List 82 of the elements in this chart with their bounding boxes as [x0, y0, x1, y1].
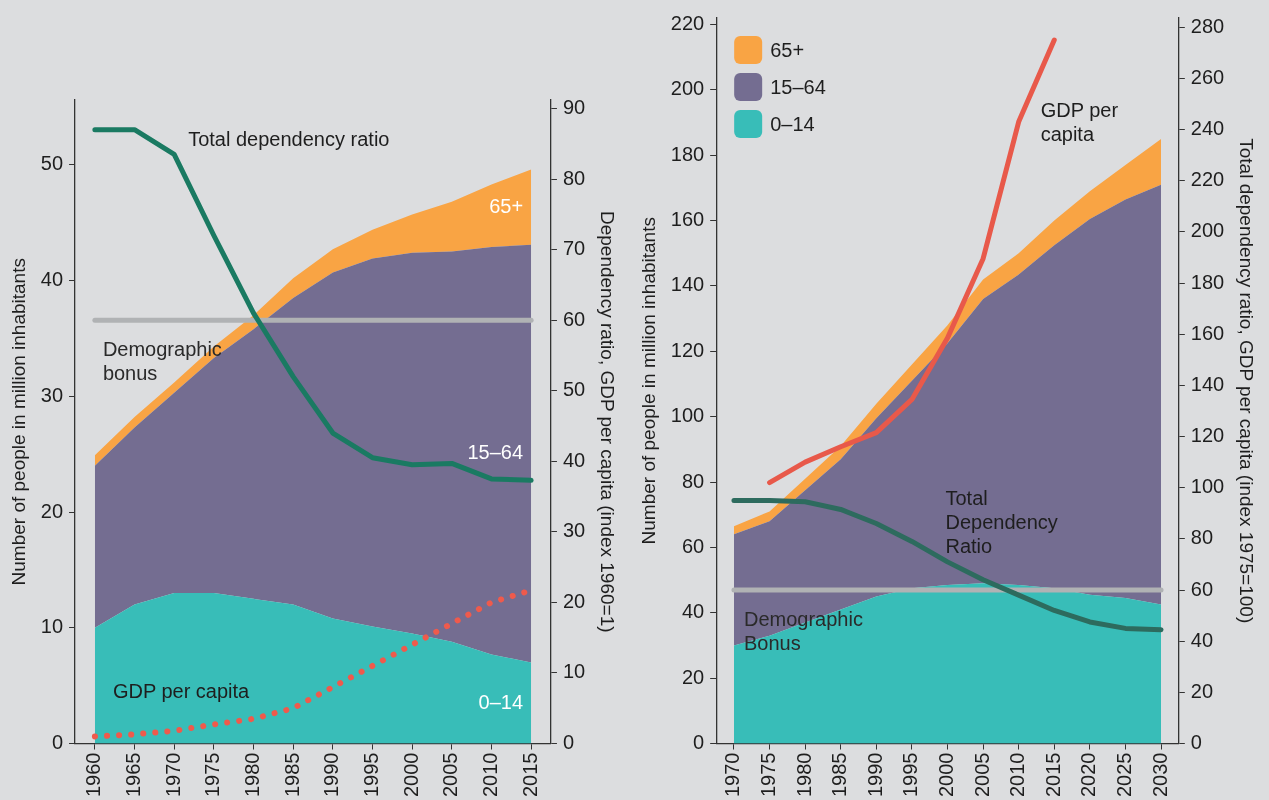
x-tick-label: 1985 — [828, 752, 851, 798]
x-tick-label: 1990 — [863, 752, 886, 798]
y-tick-label: 50 — [40, 152, 64, 175]
x-tick-label: 2005 — [970, 752, 993, 798]
x-tick-label: 1985 — [280, 752, 303, 798]
y2-tick-label: 60 — [1190, 577, 1214, 600]
y2-tick-label: 140 — [1190, 372, 1225, 395]
y2-tick-label: 20 — [562, 589, 586, 612]
y2-axis-title: Dependency ratio, GDP per capita (index 1960=1) — [597, 210, 619, 633]
y2-tick-label: 200 — [1190, 219, 1225, 242]
y2-tick-label: 160 — [1190, 321, 1225, 344]
x-tick-label: 2000 — [399, 752, 422, 798]
y2-tick-label: 10 — [562, 660, 586, 683]
y-tick-label: 180 — [670, 142, 705, 165]
x-tick-label: 1995 — [899, 752, 922, 798]
y2-tick-label: 100 — [1190, 475, 1225, 498]
y2-tick-label: 0 — [562, 731, 575, 754]
y-tick-label: 30 — [40, 383, 64, 406]
x-tick-label: 2010 — [478, 752, 501, 798]
y2-tick-label: 40 — [562, 448, 586, 471]
x-tick-label: 2030 — [1148, 752, 1171, 798]
y2-tick-label: 220 — [1190, 168, 1225, 191]
y-tick-label: 0 — [51, 731, 64, 754]
series-label: 65+ — [489, 194, 524, 217]
y-axis-title: Number of people in million inhabitants — [637, 217, 659, 545]
series-label: Total Dependency Ratio — [945, 487, 1058, 558]
x-tick-label: 1965 — [122, 752, 145, 798]
y-axis-title: Number of people in million inhabitants — [7, 258, 29, 586]
y-tick-label: 220 — [670, 12, 705, 35]
x-tick-label: 2010 — [1006, 752, 1029, 798]
legend-label: 0–14 — [770, 112, 815, 135]
x-tick-label: 2015 — [518, 752, 541, 798]
x-tick-label: 2005 — [439, 752, 462, 798]
y-tick-label: 140 — [670, 273, 705, 296]
y2-tick-label: 30 — [562, 519, 586, 542]
x-tick-label: 1970 — [161, 752, 184, 798]
y2-tick-label: 60 — [562, 307, 586, 330]
x-tick-label: 1995 — [360, 752, 382, 798]
x-tick-label: 2015 — [1041, 752, 1064, 798]
x-tick-label: 2000 — [935, 752, 958, 798]
y2-tick-label: 0 — [1190, 731, 1202, 754]
series-label: 0–14 — [478, 690, 524, 713]
y-tick-label: 0 — [693, 731, 705, 754]
x-tick-label: 2025 — [1112, 752, 1135, 798]
series-label: GDP per capita — [1040, 99, 1119, 146]
y2-tick-label: 80 — [562, 166, 586, 189]
legend-label: 65+ — [770, 38, 805, 61]
series-label: 15–64 — [467, 441, 524, 464]
legend-label: 15–64 — [770, 75, 826, 98]
x-tick-label: 1980 — [241, 752, 264, 798]
x-tick-label: 1980 — [792, 752, 815, 798]
x-tick-label: 1970 — [721, 752, 744, 798]
y2-tick-label: 40 — [1190, 628, 1214, 651]
y-tick-label: 40 — [681, 600, 705, 623]
y-tick-label: 160 — [670, 208, 705, 231]
x-tick-label: 2020 — [1077, 752, 1100, 798]
y-tick-label: 20 — [40, 499, 64, 522]
series-label: Total dependency ratio — [188, 127, 390, 150]
y2-tick-label: 280 — [1190, 14, 1225, 37]
y2-tick-label: 180 — [1190, 270, 1225, 293]
x-tick-label: 1990 — [320, 752, 343, 798]
x-tick-label: 1975 — [757, 752, 780, 798]
y-tick-label: 20 — [681, 665, 705, 688]
y-tick-label: 40 — [40, 268, 64, 291]
y-tick-label: 80 — [681, 469, 705, 492]
y2-tick-label: 50 — [562, 378, 586, 401]
y2-tick-label: 120 — [1190, 424, 1225, 447]
y2-tick-label: 260 — [1190, 65, 1225, 88]
y-tick-label: 60 — [681, 534, 705, 557]
y2-tick-label: 70 — [562, 237, 586, 260]
y-tick-label: 200 — [670, 77, 705, 100]
y2-tick-label: 240 — [1190, 117, 1225, 140]
y2-tick-label: 90 — [562, 95, 586, 118]
y-tick-label: 10 — [40, 615, 64, 638]
y-tick-label: 120 — [670, 338, 705, 361]
x-tick-label: 1975 — [201, 752, 224, 798]
x-tick-label: 1960 — [82, 752, 105, 798]
y2-tick-label: 80 — [1190, 526, 1214, 549]
y2-tick-label: 20 — [1190, 679, 1214, 702]
y2-axis-title: Total dependency ratio, GDP per capita (index 1975=100) — [1236, 138, 1258, 624]
series-label: GDP per capita — [112, 679, 251, 702]
y-tick-label: 100 — [670, 404, 705, 427]
